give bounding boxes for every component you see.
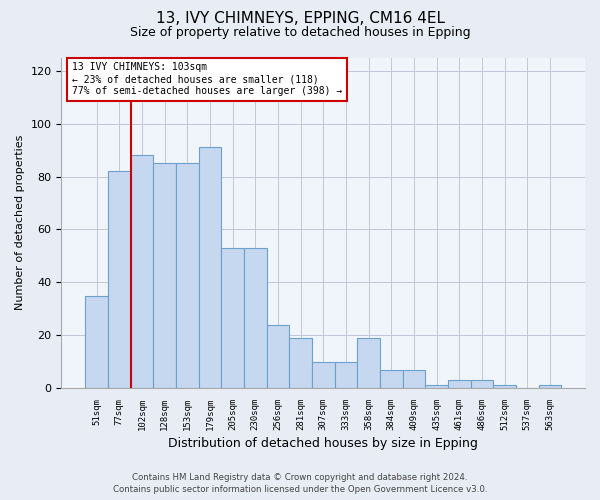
Bar: [380, 370, 403, 388]
Bar: [403, 370, 425, 388]
Bar: [539, 386, 561, 388]
Text: Contains HM Land Registry data © Crown copyright and database right 2024.
Contai: Contains HM Land Registry data © Crown c…: [113, 472, 487, 494]
Bar: [153, 164, 176, 388]
Bar: [470, 380, 493, 388]
Bar: [335, 362, 357, 388]
Bar: [108, 171, 131, 388]
Text: 13, IVY CHIMNEYS, EPPING, CM16 4EL: 13, IVY CHIMNEYS, EPPING, CM16 4EL: [155, 11, 445, 26]
Bar: [289, 338, 312, 388]
Bar: [244, 248, 266, 388]
Bar: [131, 156, 153, 388]
Bar: [221, 248, 244, 388]
Bar: [199, 148, 221, 388]
Text: 13 IVY CHIMNEYS: 103sqm
← 23% of detached houses are smaller (118)
77% of semi-d: 13 IVY CHIMNEYS: 103sqm ← 23% of detache…: [72, 62, 342, 96]
Bar: [176, 164, 199, 388]
Bar: [448, 380, 470, 388]
Bar: [357, 338, 380, 388]
Text: Size of property relative to detached houses in Epping: Size of property relative to detached ho…: [130, 26, 470, 39]
X-axis label: Distribution of detached houses by size in Epping: Distribution of detached houses by size …: [168, 437, 478, 450]
Bar: [266, 324, 289, 388]
Bar: [312, 362, 335, 388]
Bar: [425, 386, 448, 388]
Bar: [493, 386, 516, 388]
Bar: [85, 296, 108, 388]
Y-axis label: Number of detached properties: Number of detached properties: [15, 135, 25, 310]
